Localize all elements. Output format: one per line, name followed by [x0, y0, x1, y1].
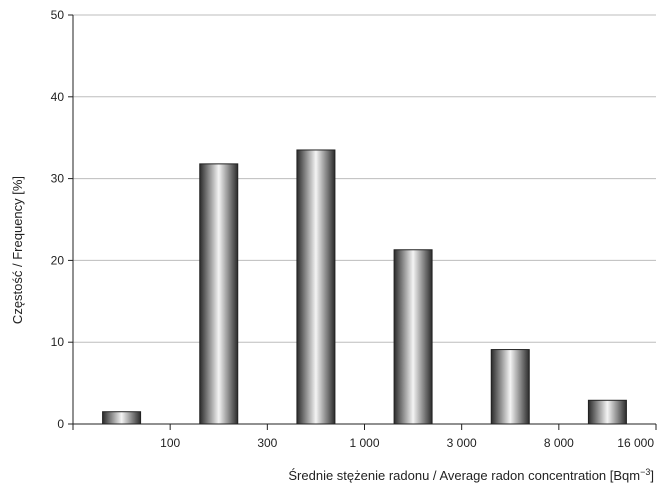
bar	[296, 149, 336, 425]
x-tick-label: 16 000	[617, 436, 654, 450]
y-tick-label: 0	[57, 417, 64, 431]
bar	[393, 249, 433, 425]
y-tick-label: 30	[51, 172, 65, 186]
y-tick-label: 50	[51, 8, 65, 22]
bar	[490, 349, 530, 425]
x-tick-label: 8 000	[544, 436, 574, 450]
x-axis-title-text: Średnie stężenie radonu / Average radon …	[288, 468, 640, 483]
x-tick-label: 3 000	[447, 436, 477, 450]
x-tick-label: 1 000	[349, 436, 379, 450]
x-tick-label: 300	[257, 436, 277, 450]
y-tick-label: 20	[51, 253, 65, 267]
x-tick-label: 100	[160, 436, 180, 450]
bar	[587, 399, 627, 425]
gridlines	[73, 14, 656, 343]
y-tick-label: 10	[51, 335, 65, 349]
y-tick-labels: 0 10 20 30 40 50	[51, 8, 65, 431]
y-axis-title: Częstość / Frequency [%]	[10, 176, 25, 324]
bars	[102, 149, 627, 425]
axes	[68, 14, 657, 430]
x-axis-title: Średnie stężenie radonu / Average radon …	[288, 467, 654, 483]
bar	[199, 163, 239, 425]
x-tick-labels: 100 300 1 000 3 000 8 000 16 000	[160, 436, 654, 450]
x-axis-title-close: ]	[650, 468, 654, 483]
bar	[102, 411, 142, 425]
x-axis-title-superscript: −3	[640, 467, 650, 477]
y-tick-label: 40	[51, 90, 65, 104]
